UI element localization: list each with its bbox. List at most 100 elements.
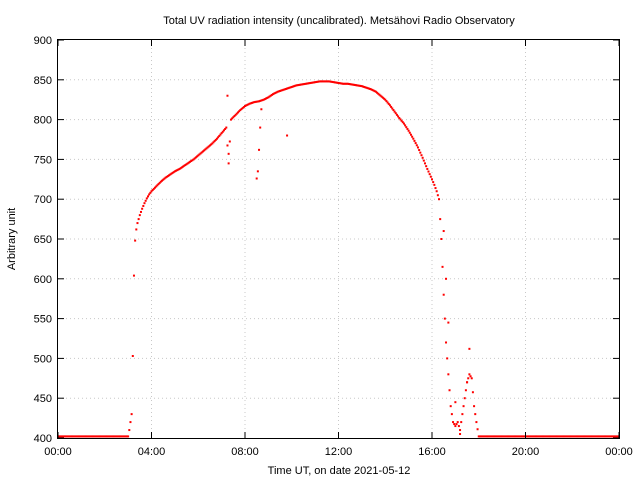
data-point <box>369 87 372 90</box>
data-point <box>341 82 344 85</box>
data-point <box>602 435 605 438</box>
data-point <box>321 80 324 83</box>
data-points <box>57 80 620 438</box>
data-point <box>274 91 277 94</box>
data-point <box>253 101 256 104</box>
data-point <box>298 83 301 86</box>
data-point <box>484 435 487 438</box>
data-point <box>227 162 230 165</box>
data-point <box>217 136 220 139</box>
data-point <box>59 435 62 438</box>
y-tick-label: 450 <box>34 393 52 405</box>
data-point <box>366 87 369 90</box>
data-point <box>131 355 134 358</box>
data-point <box>208 144 211 147</box>
data-point <box>83 435 86 438</box>
data-point <box>132 274 135 277</box>
data-point <box>446 357 449 360</box>
data-point <box>459 433 462 436</box>
y-tick-label: 750 <box>34 154 52 166</box>
data-point <box>549 435 552 438</box>
data-point <box>104 435 107 438</box>
data-point <box>353 83 356 86</box>
data-point <box>254 100 257 103</box>
data-point <box>345 82 348 85</box>
data-point <box>471 391 474 394</box>
data-point <box>251 101 254 104</box>
data-point <box>203 149 206 152</box>
data-point <box>474 413 477 416</box>
data-point <box>226 144 229 147</box>
data-point <box>73 435 76 438</box>
data-point <box>441 265 444 268</box>
data-point <box>128 429 131 432</box>
data-point <box>290 85 293 88</box>
data-point <box>540 435 543 438</box>
data-point <box>279 89 282 92</box>
data-point <box>359 84 362 87</box>
data-point <box>67 435 70 438</box>
data-point <box>281 89 284 92</box>
data-point <box>526 435 529 438</box>
data-point <box>423 162 426 165</box>
data-point <box>161 179 164 182</box>
y-tick-label: 900 <box>34 35 52 47</box>
data-point <box>60 435 63 438</box>
data-point <box>184 163 187 166</box>
data-point <box>598 435 601 438</box>
data-point <box>606 435 609 438</box>
data-point <box>431 178 433 181</box>
data-point <box>151 189 154 192</box>
data-point <box>196 155 199 158</box>
data-point <box>107 435 110 438</box>
data-point <box>498 435 501 438</box>
data-point <box>61 435 64 438</box>
data-point <box>419 151 422 154</box>
data-point <box>85 435 88 438</box>
data-point <box>428 173 431 176</box>
data-point <box>476 428 479 431</box>
data-point <box>294 84 297 87</box>
x-tick-label: 16:00 <box>418 446 446 458</box>
data-point <box>238 110 241 113</box>
data-point <box>106 435 109 438</box>
data-point <box>435 190 438 193</box>
data-point <box>109 435 112 438</box>
data-point <box>421 156 424 159</box>
data-point <box>603 435 606 438</box>
data-point <box>76 435 79 438</box>
data-point <box>394 112 397 115</box>
data-point <box>308 82 311 85</box>
data-point <box>259 126 262 129</box>
data-point <box>219 133 222 136</box>
data-point <box>268 95 271 98</box>
data-point <box>370 88 373 91</box>
data-point <box>381 96 384 99</box>
data-point <box>270 93 273 96</box>
data-point <box>176 169 179 172</box>
data-point <box>397 115 400 118</box>
data-point <box>171 171 174 174</box>
data-point <box>593 435 596 438</box>
data-point <box>295 84 298 87</box>
data-point <box>520 435 523 438</box>
data-point <box>103 435 106 438</box>
data-point <box>121 435 124 438</box>
data-point <box>307 82 310 85</box>
data-point <box>539 435 542 438</box>
data-point <box>165 175 168 178</box>
data-point <box>88 435 91 438</box>
data-point <box>141 207 144 210</box>
data-point <box>571 435 574 438</box>
data-point <box>595 435 598 438</box>
data-point <box>378 93 381 96</box>
data-point <box>255 177 258 180</box>
data-point <box>487 435 490 438</box>
data-point <box>594 435 597 438</box>
data-point <box>127 435 130 438</box>
data-point <box>169 173 172 176</box>
data-point <box>186 162 189 165</box>
data-point <box>388 104 391 107</box>
data-point <box>283 88 286 91</box>
